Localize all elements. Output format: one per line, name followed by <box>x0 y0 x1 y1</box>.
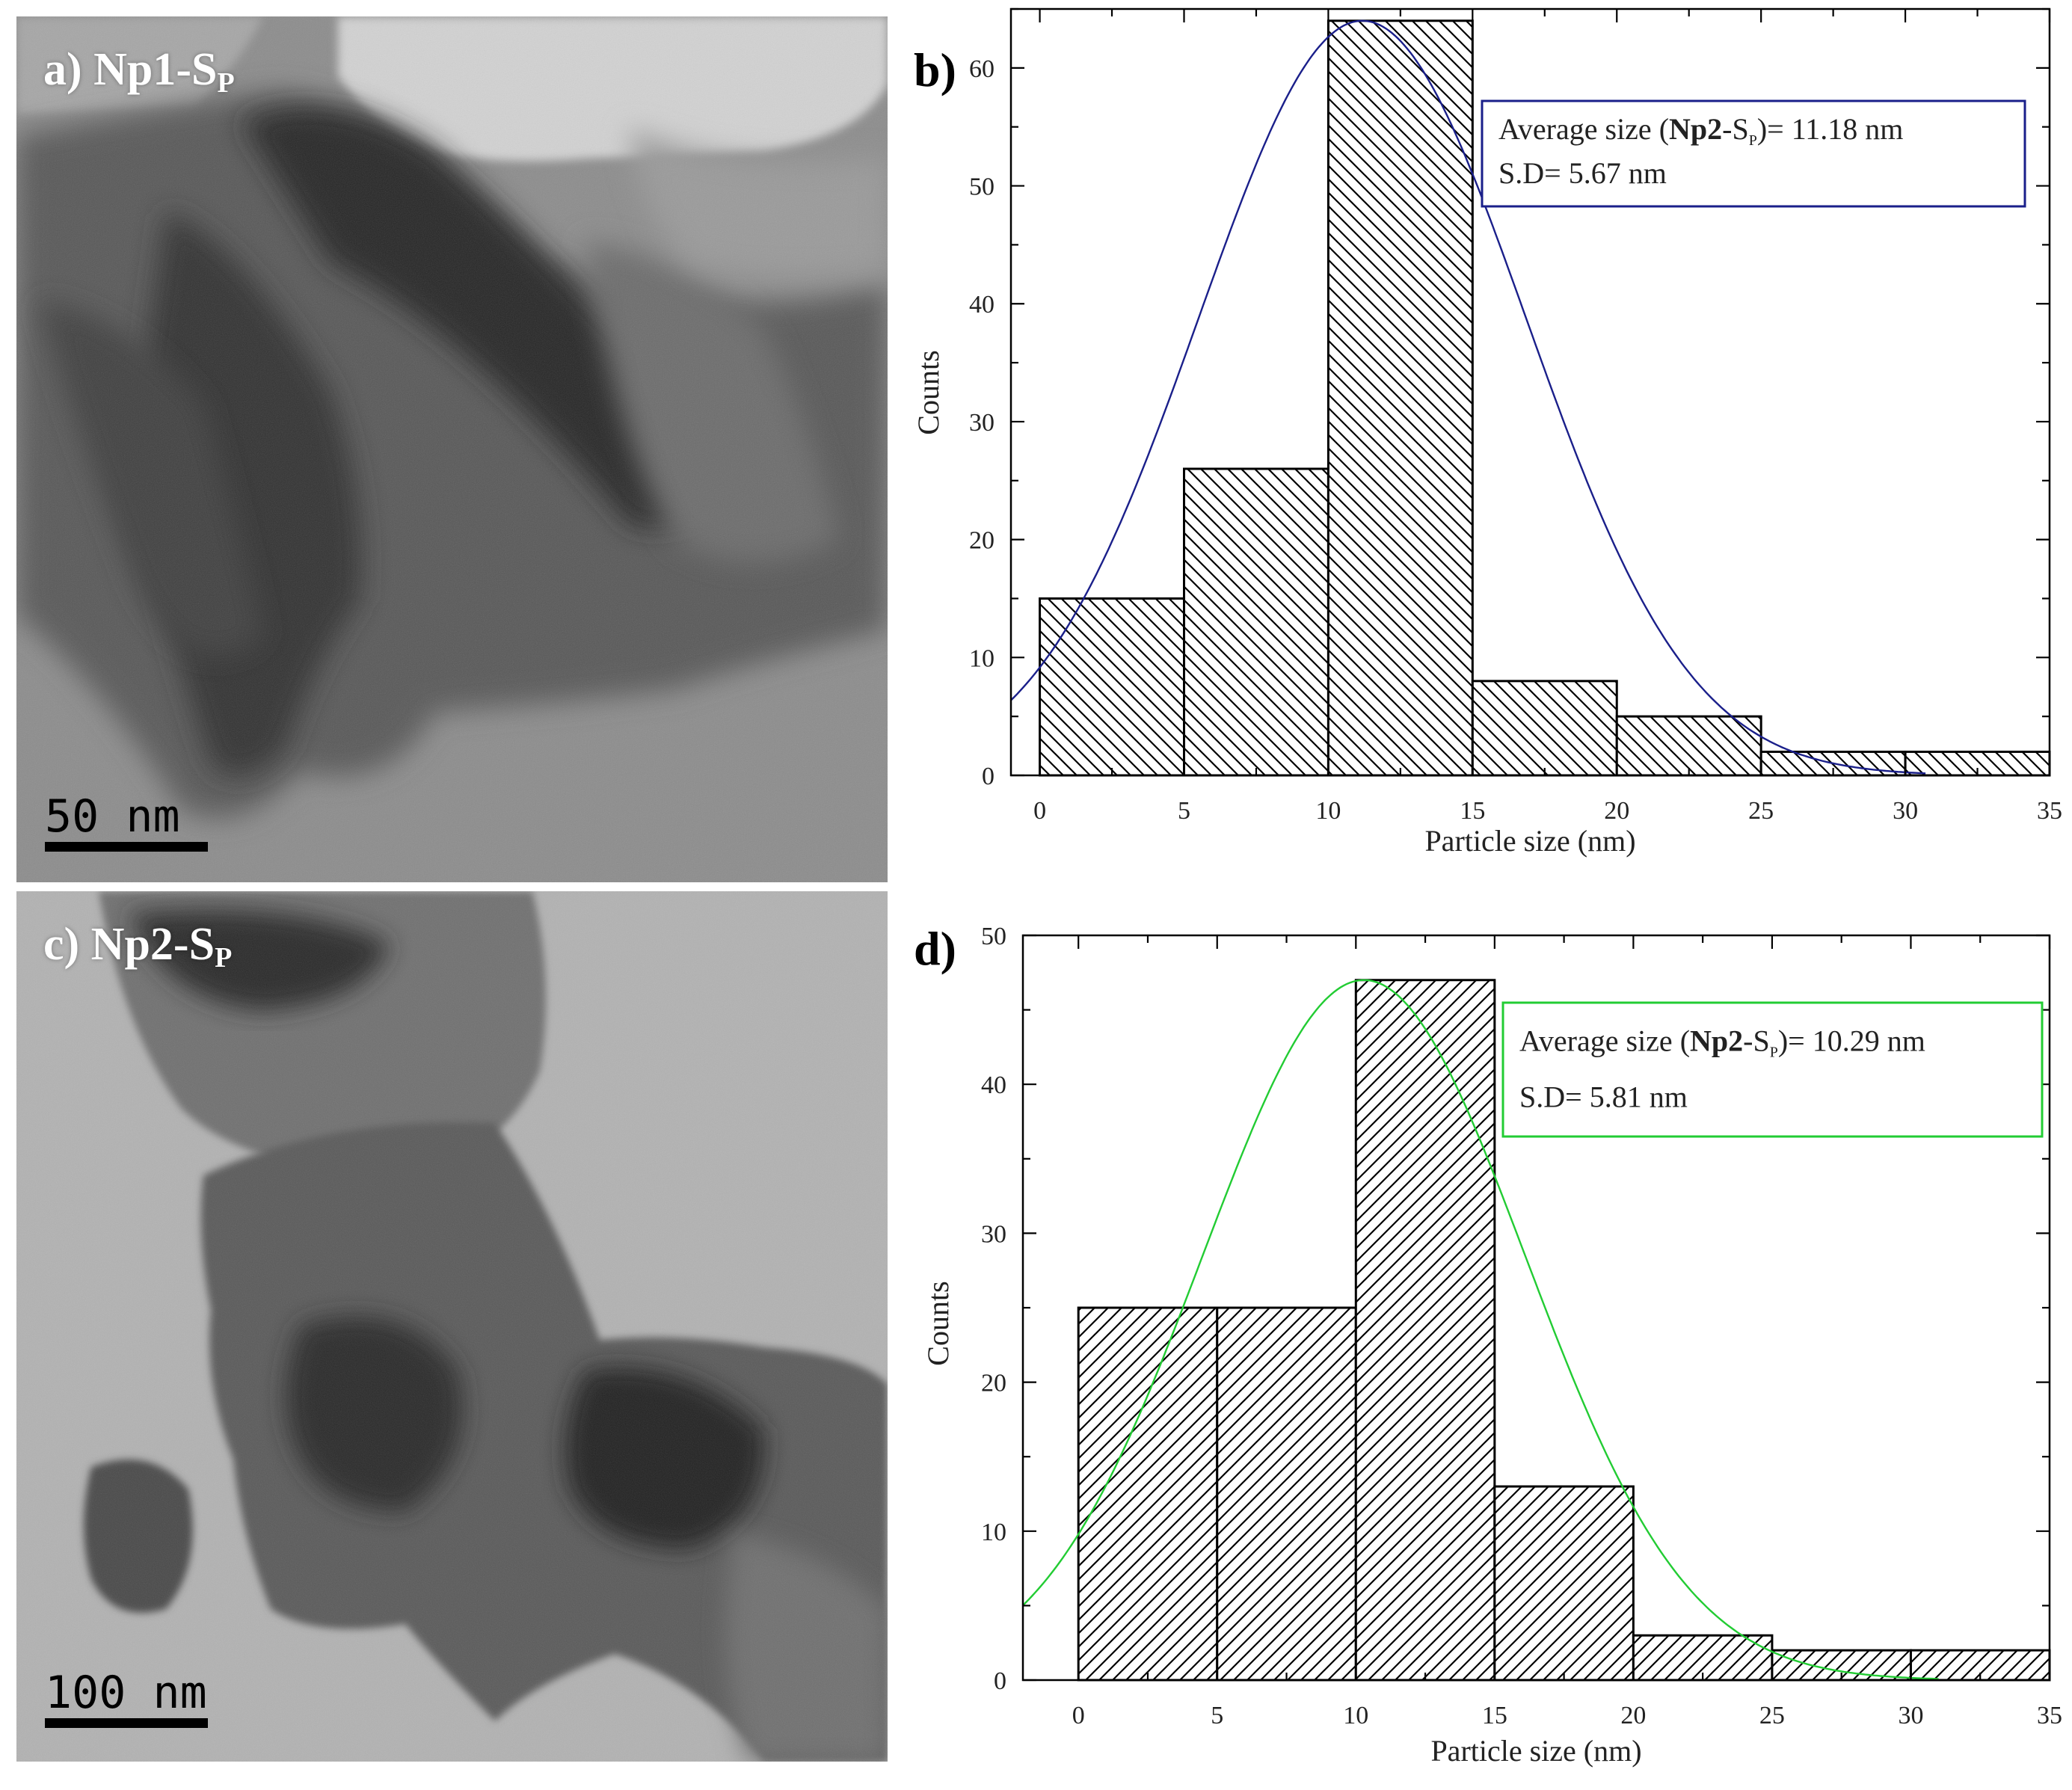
tem-micrograph-c <box>16 891 888 1762</box>
x-tick-label: 5 <box>1178 797 1190 825</box>
histogram-bar <box>1354 979 1496 1682</box>
y-tick-label: 0 <box>994 1667 1006 1695</box>
x-tick-label: 0 <box>1033 797 1046 825</box>
gaussian-fit-curve <box>1022 979 1939 1680</box>
x-tick-label: 35 <box>2037 797 2062 825</box>
x-tick-label: 30 <box>1893 797 1918 825</box>
tem-micrograph-a <box>16 16 888 882</box>
histogram-bar <box>1471 680 1618 777</box>
panel-label-a-text: a) Np1-S <box>43 44 218 95</box>
y-tick-label: 50 <box>981 923 1006 950</box>
x-tick-label: 30 <box>1898 1702 1923 1729</box>
tem-image-a <box>16 16 888 882</box>
panel-label-b: b) <box>914 43 956 96</box>
panel-label-d: d) <box>914 922 956 975</box>
y-tick-label: 50 <box>969 173 995 201</box>
x-tick-label: 0 <box>1072 1702 1085 1729</box>
x-tick-label: 25 <box>1748 797 1774 825</box>
histogram-b: 0 5 10 15 20 25 30 35 0 10 20 30 40 50 60 Particle size… <box>894 0 2072 890</box>
y-tick-label: 60 <box>969 55 995 83</box>
histogram-bar <box>1216 1306 1357 1682</box>
y-tick-label: 10 <box>981 1519 1006 1546</box>
x-tick-label: 20 <box>1604 797 1629 825</box>
histogram-d: 0 5 10 15 20 25 30 35 0 10 20 30 40 50 Particle size (… <box>894 890 2072 1790</box>
y-tick-label: 0 <box>982 763 995 790</box>
y-tick-label: 30 <box>969 409 995 437</box>
stats-average-size: Average size (Np2-SP)= 11.18 nm <box>1498 112 1903 149</box>
stats-average-size: Average size (Np2-SP)= 10.29 nm <box>1519 1024 1925 1060</box>
histogram-bar <box>1039 597 1185 777</box>
y-axis-label: Counts <box>912 350 945 434</box>
x-tick-label: 5 <box>1211 1702 1223 1729</box>
stats-standard-deviation: S.D= 5.81 nm <box>1519 1080 1688 1114</box>
scale-bar-a-label: 50 nm <box>45 790 180 843</box>
panel-label-c: c) Np2-SP <box>43 921 232 972</box>
y-axis-label: Counts <box>921 1281 955 1365</box>
x-axis-label: Particle size (nm) <box>1424 824 1635 858</box>
scale-bar-a-line <box>45 842 208 852</box>
x-tick-label: 20 <box>1620 1702 1646 1729</box>
x-tick-label: 35 <box>2037 1702 2062 1729</box>
x-tick-label: 10 <box>1315 797 1341 825</box>
histogram-bar <box>1771 1649 1912 1682</box>
panel-label-c-sub: P <box>215 942 233 974</box>
x-axis-label: Particle size (nm) <box>1430 1734 1641 1768</box>
panel-label-a: a) Np1-SP <box>43 46 235 97</box>
panel-label-a-sub: P <box>217 67 235 99</box>
panel-label-c-text: c) Np2-S <box>43 919 215 970</box>
scale-bar-c: 100 nm <box>45 1670 208 1728</box>
y-tick-label: 40 <box>969 291 995 319</box>
x-tick-label: 10 <box>1343 1702 1368 1729</box>
y-tick-label: 20 <box>969 527 995 555</box>
y-tick-label: 40 <box>981 1071 1006 1099</box>
tem-image-c <box>16 891 888 1762</box>
stats-annotation-box <box>1501 1001 2044 1138</box>
histogram-bar <box>1326 19 1474 777</box>
gaussian-fit-curve <box>1010 19 1926 775</box>
scale-bar-c-label: 100 nm <box>45 1667 207 1719</box>
histogram-bar <box>1493 1485 1635 1682</box>
histogram-bar <box>1615 715 1762 777</box>
histogram-b-svg: 0 5 10 15 20 25 30 35 0 10 20 30 40 50 60 Particle size… <box>912 7 2062 858</box>
y-tick-label: 30 <box>981 1220 1006 1248</box>
histogram-bar <box>1077 1306 1219 1682</box>
histogram-d-svg: 0 5 10 15 20 25 30 35 0 10 20 30 40 50 Particle size (… <box>914 922 2062 1768</box>
stats-annotation-box <box>1481 99 2026 208</box>
scale-bar-c-line <box>45 1718 208 1728</box>
x-tick-label: 15 <box>1482 1702 1507 1729</box>
y-tick-label: 10 <box>969 645 995 672</box>
x-tick-label: 15 <box>1460 797 1485 825</box>
scale-bar-a: 50 nm <box>45 794 208 852</box>
y-tick-label: 20 <box>981 1370 1006 1397</box>
histogram-bar <box>1183 467 1329 777</box>
plot-frame <box>1009 7 2051 777</box>
x-tick-label: 25 <box>1759 1702 1785 1729</box>
stats-standard-deviation: S.D= 5.67 nm <box>1498 156 1667 190</box>
